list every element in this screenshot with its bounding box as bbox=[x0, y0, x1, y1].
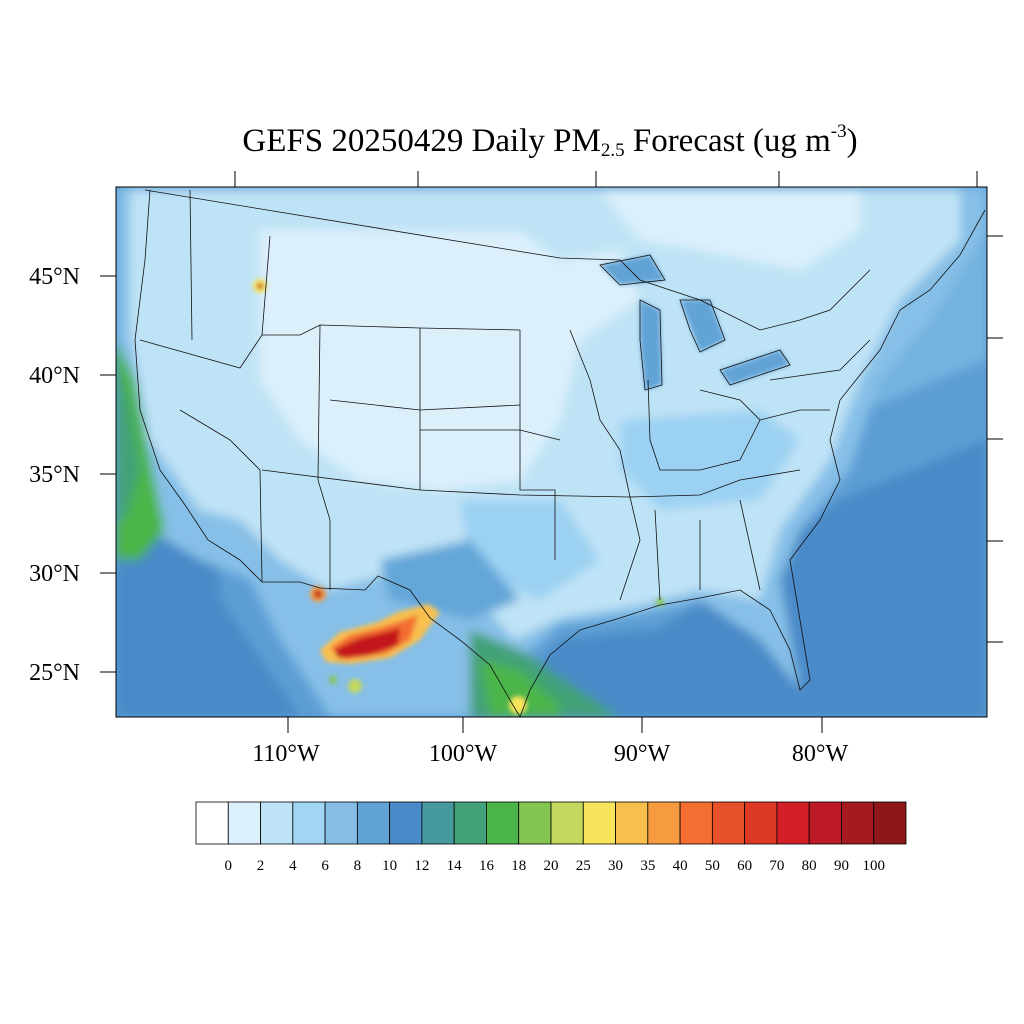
colorbar-swatch bbox=[421, 801, 455, 845]
colorbar: 0 2 4 6 8 10 12 14 16 18 20 25 30 35 40 50 60 70 80 90 100 bbox=[195, 801, 907, 874]
colorbar-swatch bbox=[873, 801, 907, 845]
colorbar-swatch bbox=[550, 801, 584, 845]
colorbar-label: 10 bbox=[382, 858, 397, 874]
tick-marks bbox=[100, 171, 1003, 733]
colorbar-swatch bbox=[324, 801, 358, 845]
pm25-field bbox=[116, 187, 987, 717]
colorbar-label: 20 bbox=[544, 858, 559, 874]
colorbar-swatch bbox=[195, 801, 229, 845]
lon-label-90: 90°W bbox=[614, 741, 671, 767]
colorbar-label: 30 bbox=[608, 858, 623, 874]
colorbar-label: 0 bbox=[225, 858, 233, 874]
colorbar-swatch bbox=[356, 801, 391, 845]
colorbar-swatch bbox=[292, 801, 326, 845]
map-frame bbox=[115, 186, 988, 718]
colorbar-swatch bbox=[841, 801, 875, 845]
map-title: GEFS 20250429 Daily PM2.5 Forecast (ug m… bbox=[0, 112, 1024, 171]
lake-outlines bbox=[599, 254, 791, 391]
colorbar-label: 4 bbox=[289, 858, 297, 874]
colorbar-label: 80 bbox=[802, 858, 817, 874]
colorbar-swatch bbox=[808, 801, 842, 845]
colorbar-label: 2 bbox=[257, 858, 265, 874]
title-units: Forecast (ug m bbox=[624, 123, 831, 159]
colorbar-label: 18 bbox=[511, 858, 526, 874]
colorbar-swatch bbox=[744, 801, 778, 845]
colorbar-label: 60 bbox=[737, 858, 752, 874]
smoke-hotspots bbox=[253, 279, 664, 714]
colorbar-label: 90 bbox=[834, 858, 849, 874]
colorbar-label: 12 bbox=[414, 858, 429, 874]
colorbar-swatch bbox=[582, 801, 616, 845]
title-text: GEFS 20250429 Daily PM bbox=[242, 123, 601, 159]
colorbar-label: 50 bbox=[705, 858, 720, 874]
latitude-labels: 45°N 40°N 35°N 30°N 25°N bbox=[29, 264, 80, 686]
colorbar-swatch bbox=[647, 801, 681, 845]
lat-label-30: 30°N bbox=[29, 561, 80, 587]
colorbar-label: 8 bbox=[354, 858, 362, 874]
lat-label-35: 35°N bbox=[29, 462, 80, 488]
title-superscript: -3 bbox=[830, 121, 847, 142]
lakes-layer bbox=[600, 255, 790, 390]
colorbar-label: 25 bbox=[576, 858, 591, 874]
boundary-lines bbox=[134, 189, 986, 717]
longitude-labels: 110°W 100°W 90°W 80°W bbox=[252, 741, 848, 767]
colorbar-label: 70 bbox=[769, 858, 784, 874]
colorbar-label: 40 bbox=[673, 858, 688, 874]
colorbar-swatch bbox=[776, 801, 810, 845]
colorbar-swatch bbox=[389, 801, 423, 845]
colorbar-label: 14 bbox=[447, 858, 463, 874]
title-subscript: 2.5 bbox=[600, 140, 625, 161]
colorbar-swatch bbox=[227, 801, 261, 845]
colorbar-swatch bbox=[679, 801, 713, 845]
colorbar-swatch bbox=[486, 801, 520, 845]
lat-label-45: 45°N bbox=[29, 264, 80, 290]
title-close: ) bbox=[846, 123, 858, 159]
colorbar-swatch bbox=[615, 801, 649, 845]
lon-label-100: 100°W bbox=[429, 741, 498, 767]
colorbar-label: 100 bbox=[862, 858, 885, 874]
colorbar-label: 16 bbox=[479, 858, 495, 874]
lon-label-110: 110°W bbox=[252, 741, 320, 767]
colorbar-swatch bbox=[453, 801, 487, 845]
lat-label-25: 25°N bbox=[29, 660, 80, 686]
colorbar-label: 6 bbox=[321, 858, 329, 874]
lon-label-80: 80°W bbox=[792, 741, 849, 767]
colorbar-swatch bbox=[260, 801, 294, 845]
colorbar-label: 35 bbox=[640, 858, 655, 874]
colorbar-swatch bbox=[518, 801, 552, 845]
colorbar-swatch bbox=[711, 801, 746, 845]
map-panel bbox=[116, 187, 987, 717]
lat-label-40: 40°N bbox=[29, 363, 80, 389]
